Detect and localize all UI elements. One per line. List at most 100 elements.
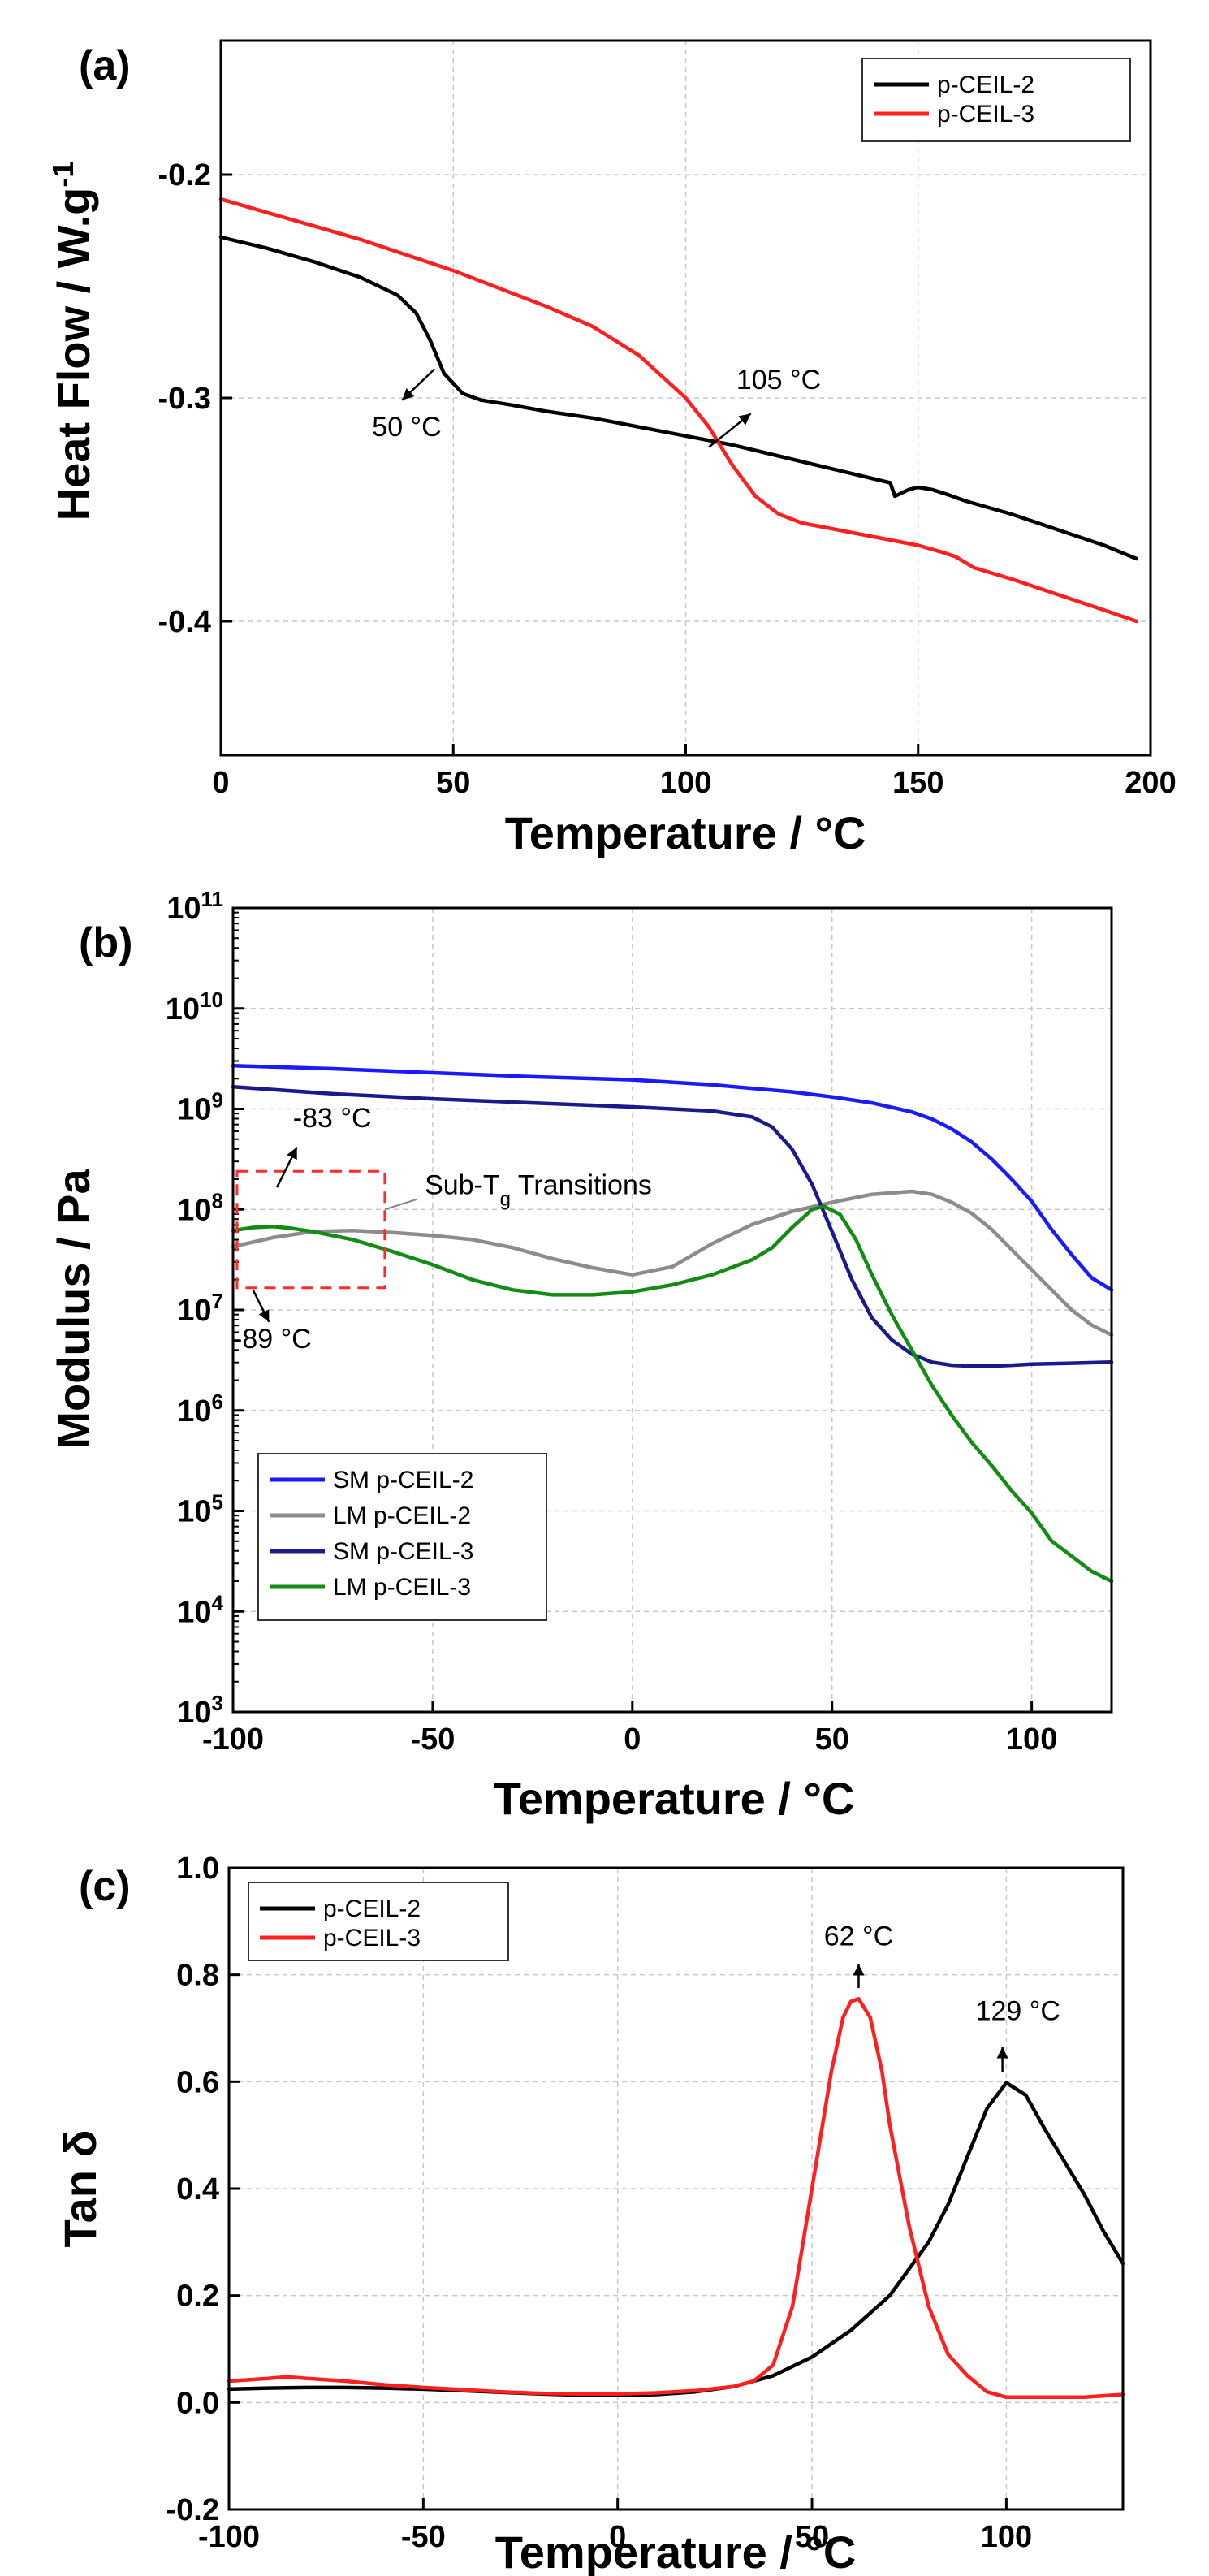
y-tick-exponent: 6	[212, 1390, 223, 1414]
y-tick-label: -0.2	[158, 158, 211, 192]
annotation-arrow-105c-head	[738, 413, 751, 426]
y-tick-label: 0.4	[176, 2172, 219, 2206]
x-tick-label: 150	[892, 766, 943, 800]
x-tick-label: -50	[410, 1722, 455, 1757]
panel-a-y-axis-title-sup: -1	[46, 162, 80, 188]
annotation-minus-83c: -83 °C	[293, 1103, 372, 1134]
panel-a-legend-box	[861, 58, 1131, 142]
y-tick-label: 1011	[166, 887, 223, 926]
legend-label-p-ceil-2: p-CEIL-2	[323, 1895, 421, 1922]
panel-c-y-ticks: -0.2 0.0 0.2 0.4 0.6 0.8 1.0	[166, 1852, 240, 2527]
y-tick-label: 106	[177, 1390, 223, 1428]
panel-a-x-axis-title: Temperature / °C	[505, 807, 866, 858]
x-tick-label: 200	[1125, 766, 1176, 800]
legend-label-sm-p-ceil-3: SM p-CEIL-3	[333, 1538, 473, 1565]
series-line-lm-p-ceil-3	[231, 1204, 1114, 1584]
y-tick-label: -0.2	[166, 2493, 219, 2527]
x-tick-label: 0	[212, 766, 229, 800]
panel-c-series	[227, 1997, 1125, 2400]
panel-c-legend: p-CEIL-2 p-CEIL-3	[248, 1882, 509, 1961]
panel-c-annotations: 62 °C 129 °C	[824, 1921, 1060, 2072]
panel-b-legend: SM p-CEIL-2 LM p-CEIL-2 SM p-CEIL-3 LM p-CE…	[257, 1453, 547, 1621]
x-tick-label: 100	[981, 2520, 1032, 2554]
x-tick-label: -100	[202, 1722, 264, 1757]
legend-label-p-ceil-3: p-CEIL-3	[323, 1925, 421, 1951]
y-tick-label: 0.2	[176, 2280, 219, 2314]
panel-b-x-axis-title: Temperature / °C	[494, 1773, 855, 1824]
annotation-sub-tg-suffix: Transitions	[511, 1170, 652, 1201]
panel-b-series	[231, 1064, 1114, 1584]
annotation-50c: 50 °C	[372, 412, 441, 443]
annotation-105c: 105 °C	[736, 365, 821, 395]
panel-c-label: (c)	[79, 1863, 131, 1910]
panel-b-x-ticks: -100 -50 0 50 100	[202, 1701, 1057, 1757]
y-tick-label: 105	[177, 1490, 223, 1529]
series-line-sm-p-ceil-3	[231, 1085, 1114, 1368]
sub-tg-leader-line	[384, 1198, 417, 1211]
y-tick-base: 10	[166, 892, 201, 926]
x-tick-label: -50	[401, 2520, 446, 2554]
y-tick-label: 109	[177, 1088, 223, 1127]
y-tick-label: 0.6	[176, 2065, 219, 2099]
series-line-lm-p-ceil-2	[231, 1189, 1114, 1338]
annotation-arrow-minus-83c-head	[287, 1147, 297, 1160]
legend-label-lm-p-ceil-3: LM p-CEIL-3	[333, 1574, 471, 1601]
y-tick-label: 0.8	[176, 1959, 219, 1993]
annotation-minus-89c: -89 °C	[233, 1324, 312, 1355]
y-tick-base: 10	[177, 1495, 211, 1529]
x-tick-label: 100	[660, 766, 711, 800]
y-tick-exponent: 11	[201, 887, 224, 911]
legend-label-p-ceil-2: p-CEIL-2	[937, 71, 1034, 98]
x-tick-label: 50	[436, 766, 470, 800]
x-tick-label: 50	[795, 2520, 829, 2554]
y-tick-base: 10	[177, 1193, 211, 1227]
x-tick-label: 100	[1006, 1722, 1057, 1757]
y-tick-base: 10	[177, 1394, 211, 1428]
annotation-arrow-129c-head	[996, 2047, 1008, 2059]
y-tick-label: 108	[177, 1188, 223, 1227]
series-line-sm-p-ceil-2	[231, 1064, 1114, 1292]
y-tick-label: 103	[177, 1691, 223, 1730]
annotation-arrow-50c-head	[402, 388, 415, 400]
sub-tg-highlight-box	[235, 1169, 386, 1290]
panel-a-y-ticks: -0.2 -0.3 -0.4	[158, 158, 232, 639]
y-tick-label: -0.4	[158, 605, 211, 639]
y-tick-exponent: 10	[200, 988, 223, 1012]
panel-b-annotations: -83 °C -89 °C Sub-Tg Transitions	[233, 1103, 652, 1355]
panel-b-y-axis-title: Modulus / Pa	[48, 1168, 99, 1449]
y-tick-exponent: 8	[212, 1188, 223, 1212]
annotation-arrow-62c-head	[853, 1964, 865, 1976]
panel-a: (a) 0 50 100 150 200 -0.2 -0.3 -0.4 50 °C 105 °…	[46, 39, 1177, 858]
annotation-129c: 129 °C	[976, 1996, 1060, 2027]
annotation-sub-tg-transitions: Sub-Tg Transitions	[425, 1170, 652, 1211]
panel-c-y-axis-title: Tan δ	[54, 2130, 106, 2248]
annotation-arrow-minus-89c-head	[258, 1309, 270, 1322]
legend-label-p-ceil-3: p-CEIL-3	[937, 101, 1034, 128]
y-tick-exponent: 7	[212, 1289, 223, 1313]
y-tick-exponent: 5	[212, 1490, 223, 1515]
panel-c-legend-box	[248, 1882, 509, 1961]
y-tick-label: 107	[177, 1289, 223, 1328]
panel-c-x-axis-title: Temperature / °C	[495, 2526, 857, 2576]
x-tick-label: 0	[609, 2520, 626, 2554]
y-tick-base: 10	[177, 1595, 211, 1629]
panel-a-legend: p-CEIL-2 p-CEIL-3	[861, 58, 1131, 142]
y-tick-label: 1010	[166, 988, 223, 1027]
y-tick-label: 0.0	[176, 2386, 219, 2420]
x-tick-label: -100	[198, 2520, 260, 2554]
series-line-p-ceil-3	[227, 1997, 1125, 2400]
panel-a-annotations: 50 °C 105 °C	[372, 365, 821, 448]
legend-label-sm-p-ceil-2: SM p-CEIL-2	[333, 1467, 473, 1493]
panel-b-label: (b)	[79, 919, 132, 966]
panel-b: (b) -100 -50 0 50 100 1031041051061071081091…	[48, 887, 1114, 1824]
annotation-62c: 62 °C	[824, 1921, 893, 1951]
panel-c-grid	[229, 1867, 1123, 2510]
annotation-sub-tg-prefix: Sub-T	[425, 1170, 500, 1201]
y-tick-label: 1.0	[176, 1852, 219, 1886]
y-tick-base: 10	[177, 1696, 211, 1730]
panel-a-label: (a)	[79, 42, 131, 89]
series-line-p-ceil-2	[227, 2081, 1125, 2398]
x-tick-label: 0	[624, 1722, 641, 1757]
panel-c: (c) -100 -50 0 50 100 -0.2 0.0 0.2 0.4 0.6 0.8 1.0…	[54, 1852, 1125, 2576]
